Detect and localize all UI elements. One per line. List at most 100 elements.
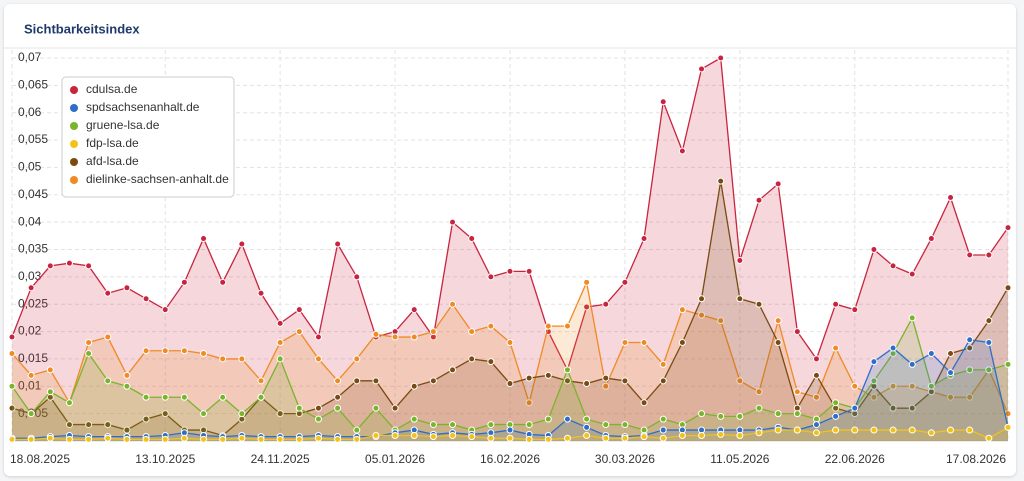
y-tick-label: 0,06: [18, 105, 42, 119]
point: [602, 421, 610, 429]
point: [736, 295, 744, 303]
point: [544, 435, 552, 443]
point: [755, 429, 763, 437]
point: [870, 246, 878, 253]
point: [27, 410, 35, 418]
point: [525, 421, 533, 429]
point: [774, 426, 782, 434]
point: [257, 393, 265, 401]
point: [372, 377, 380, 385]
point: [736, 256, 744, 264]
point: [870, 393, 878, 401]
point: [219, 278, 227, 286]
point: [85, 421, 93, 429]
point: [927, 349, 935, 357]
point: [257, 377, 265, 385]
legend-label: afd-lsa.de: [86, 154, 139, 168]
point: [429, 421, 437, 429]
point: [180, 393, 188, 401]
point: [678, 339, 686, 347]
point: [314, 333, 322, 341]
point: [238, 355, 246, 363]
areas: [8, 54, 1012, 443]
point: [832, 412, 840, 420]
legend-box: [61, 76, 235, 198]
point: [8, 333, 16, 341]
point: [812, 371, 820, 379]
point: [851, 382, 859, 390]
point: [46, 366, 54, 374]
point: [180, 434, 188, 442]
point: [46, 262, 54, 270]
point: [621, 421, 629, 429]
point: [314, 404, 322, 412]
point: [506, 434, 514, 442]
area: [12, 427, 1008, 441]
legend-label: gruene-lsa.de: [86, 118, 160, 132]
point: [449, 366, 457, 374]
point: [161, 435, 169, 443]
point: [429, 328, 437, 336]
point: [717, 177, 725, 185]
point: [85, 349, 93, 357]
chart-title: Sichtbarkeitsindex: [24, 21, 140, 36]
point: [755, 388, 763, 396]
point: [659, 98, 667, 106]
point: [985, 317, 993, 325]
point: [793, 328, 801, 336]
point: [123, 426, 131, 434]
point: [947, 194, 955, 202]
x-tick-label: 18.08.2025: [10, 452, 70, 466]
point: [602, 300, 610, 308]
y-tick-label: 0,02: [18, 324, 42, 338]
point: [908, 314, 916, 322]
point: [200, 235, 208, 243]
point: [334, 404, 342, 412]
point: [8, 349, 16, 357]
point: [985, 339, 993, 347]
point: [65, 259, 73, 267]
point: [947, 426, 955, 434]
point: [1004, 224, 1012, 232]
x-tick-label: 17.08.2026: [946, 452, 1006, 466]
y-tick-label: 0,03: [18, 269, 42, 283]
point: [966, 251, 974, 259]
point: [698, 432, 706, 440]
point: [161, 347, 169, 355]
point: [353, 273, 361, 281]
point: [449, 218, 457, 226]
point: [46, 388, 54, 396]
point: [755, 404, 763, 412]
point: [200, 410, 208, 418]
point: [257, 289, 265, 297]
x-tick-label: 05.01.2026: [365, 452, 425, 466]
point: [372, 404, 380, 412]
point: [238, 434, 246, 442]
point: [219, 435, 227, 443]
point: [851, 404, 859, 412]
x-tick-label: 30.03.2026: [595, 452, 655, 466]
point: [372, 432, 380, 440]
point: [698, 311, 706, 319]
point: [276, 435, 284, 443]
point: [104, 434, 112, 442]
point: [908, 360, 916, 368]
point: [65, 435, 73, 443]
point: [947, 349, 955, 357]
point: [276, 319, 284, 327]
x-tick-label: 16.02.2026: [480, 452, 540, 466]
point: [774, 317, 782, 325]
point: [659, 360, 667, 368]
point: [583, 415, 591, 423]
point: [142, 347, 150, 355]
legend-label: spdsachsenanhalt.de: [86, 100, 200, 114]
point: [506, 380, 514, 388]
area: [12, 58, 1008, 441]
point: [487, 273, 495, 281]
point: [966, 393, 974, 401]
point: [966, 366, 974, 374]
point: [219, 355, 227, 363]
point: [621, 377, 629, 385]
legend-marker: [70, 122, 78, 130]
